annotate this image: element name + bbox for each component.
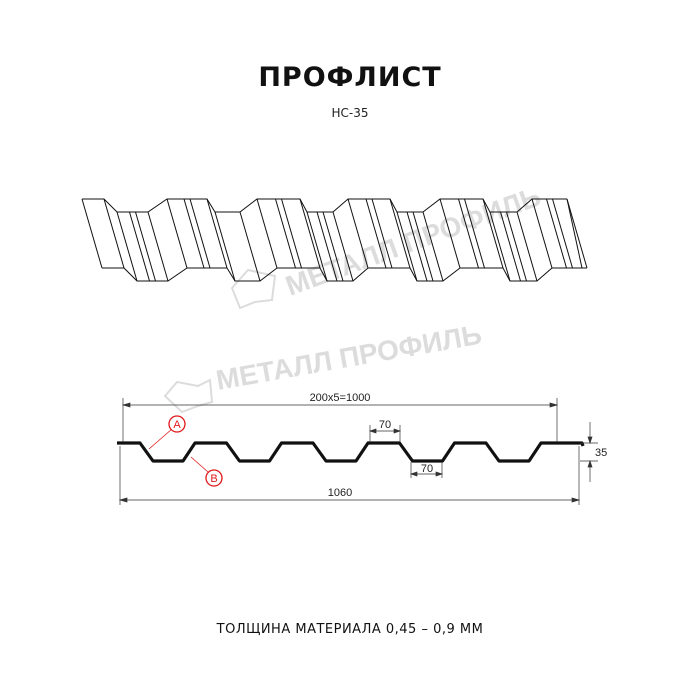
- sheet-rib-line: [546, 198, 567, 269]
- page-subtitle: НС-35: [331, 106, 369, 120]
- sheet-top-edge: [82, 198, 567, 213]
- marker-a: A: [148, 415, 186, 450]
- sheet-rib-line: [412, 211, 434, 282]
- sheet-rib-line: [275, 198, 296, 269]
- profile-section-line: [117, 441, 585, 463]
- watermark-bottom: [163, 378, 214, 414]
- sheet-rib-line: [371, 198, 393, 269]
- sheet-rib-line: [135, 211, 156, 282]
- sheet-fold-line: [81, 198, 103, 269]
- watermark-text-top: МЕТАЛЛ ПРОФИЛЬ: [281, 181, 544, 302]
- dimension-valley-width: 70: [421, 463, 433, 475]
- sheet-fold-line: [566, 198, 588, 269]
- sheet-fold-line: [306, 211, 328, 282]
- sheet-bottom-edge: [102, 267, 587, 282]
- sheet-rib-line: [458, 198, 479, 269]
- sheet-rib-line: [322, 211, 344, 282]
- watermark-text-bottom: МЕТАЛЛ ПРОФИЛЬ: [214, 319, 484, 396]
- sheet-fold-line: [299, 198, 321, 269]
- dimension-pitch-total: 200x5=1000: [310, 392, 371, 404]
- material-thickness-note: ТОЛЩИНА МАТЕРИАЛА 0,45 – 0,9 ММ: [216, 622, 484, 637]
- sheet-fold-line: [482, 198, 504, 269]
- sheet-fold-line: [347, 198, 369, 269]
- marker-b: B: [190, 456, 223, 487]
- sheet-fold-line: [116, 211, 138, 282]
- sheet-fold-line: [531, 198, 553, 269]
- sheet-rib-line: [552, 198, 573, 269]
- svg-text:B: B: [210, 473, 217, 485]
- profile-cross-section: [117, 441, 585, 463]
- dimension-crest-width: 70: [379, 419, 391, 431]
- profile-perspective-view: [81, 198, 588, 282]
- sheet-edge-line: [566, 198, 583, 269]
- sheet-rib-line: [406, 211, 428, 282]
- watermark-top: [230, 268, 277, 310]
- sheet-rib-line: [316, 211, 338, 282]
- sheet-fold-line: [214, 211, 236, 282]
- sheet-fold-line: [489, 211, 511, 282]
- sheet-rib-line: [500, 211, 521, 282]
- sheet-fold-line: [256, 198, 278, 269]
- sheet-fold-line: [439, 198, 461, 269]
- sheet-rib-line: [183, 198, 205, 269]
- sheet-rib-line: [129, 211, 150, 282]
- dimension-height: 35: [595, 447, 607, 459]
- dimension-lines: [118, 398, 598, 505]
- sheet-rib-line: [281, 198, 302, 269]
- svg-text:A: A: [173, 419, 181, 431]
- sheet-rib-line: [365, 198, 387, 269]
- sheet-fold-line: [239, 211, 261, 282]
- dimension-total-width: 1060: [328, 487, 352, 499]
- sheet-rib-line: [464, 198, 485, 269]
- sheet-fold-line: [516, 211, 538, 282]
- sheet-fold-line: [103, 198, 125, 269]
- sheet-rib-line: [189, 198, 211, 269]
- sheet-fold-line: [332, 211, 354, 282]
- sheet-fold-line: [389, 198, 411, 269]
- sheet-rib-line: [506, 211, 527, 282]
- sheet-fold-line: [147, 211, 169, 282]
- sheet-fold-line: [166, 198, 188, 269]
- sheet-fold-line: [206, 198, 228, 269]
- page-title: ПРОФЛИСТ: [258, 62, 442, 93]
- sheet-fold-line: [422, 211, 444, 282]
- sheet-fold-line: [396, 211, 418, 282]
